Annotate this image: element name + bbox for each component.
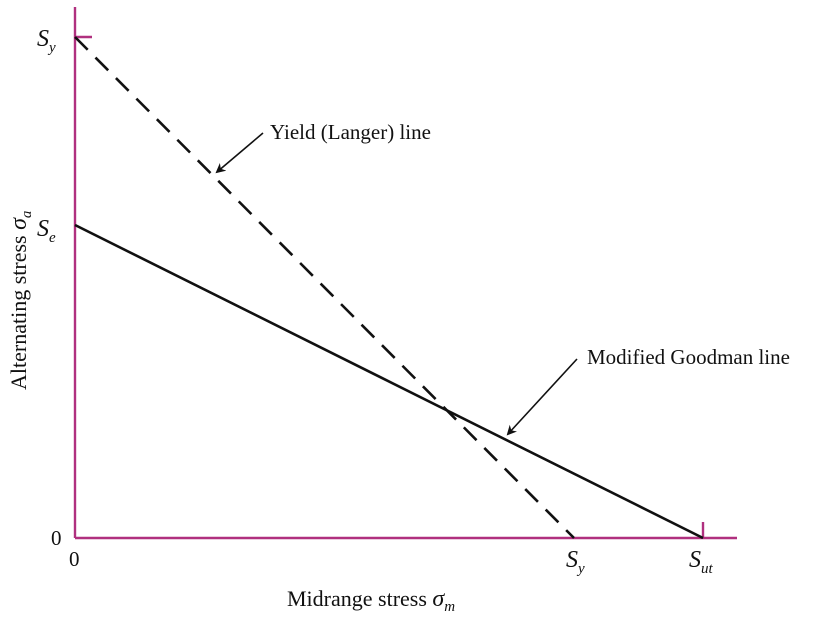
y-tick-se-symbol: S	[37, 216, 49, 242]
yield-langer-line	[74, 36, 575, 539]
x-axis-label-text: Midrange stress	[287, 586, 432, 611]
y-axis-label-text: Alternating stress	[6, 230, 31, 390]
x-tick-sy-symbol: S	[566, 547, 578, 573]
x-tick-sut-symbol: S	[689, 547, 701, 573]
x-tick-zero: 0	[69, 547, 80, 571]
y-axis-label: Alternating stress σa	[6, 211, 35, 390]
y-tick-sy-subscript: y	[47, 40, 56, 56]
yield-line-label: Yield (Langer) line	[270, 120, 431, 144]
x-axis-label-subscript: m	[444, 599, 455, 615]
y-axis-label-subscript: a	[19, 211, 35, 219]
x-tick-sy: Sy	[566, 547, 585, 577]
x-tick-sut-subscript: ut	[701, 561, 714, 577]
x-tick-sy-subscript: y	[576, 561, 585, 577]
x-axis-label: Midrange stress σm	[287, 586, 455, 615]
y-tick-sy: Sy	[37, 26, 56, 56]
y-tick-sy-symbol: S	[37, 26, 49, 52]
x-tick-sut: Sut	[689, 547, 714, 577]
y-tick-se-subscript: e	[49, 230, 56, 246]
goodman-line-label: Modified Goodman line	[587, 345, 790, 369]
goodman-annotation-arrow	[506, 358, 578, 436]
yield-annotation-arrow	[215, 132, 264, 174]
x-axis-label-symbol: σ	[432, 586, 445, 612]
modified-goodman-line	[74, 223, 704, 540]
y-tick-se: Se	[37, 216, 56, 246]
axes	[73, 7, 737, 540]
y-tick-zero: 0	[51, 526, 62, 550]
y-axis-label-symbol: σ	[6, 217, 32, 230]
